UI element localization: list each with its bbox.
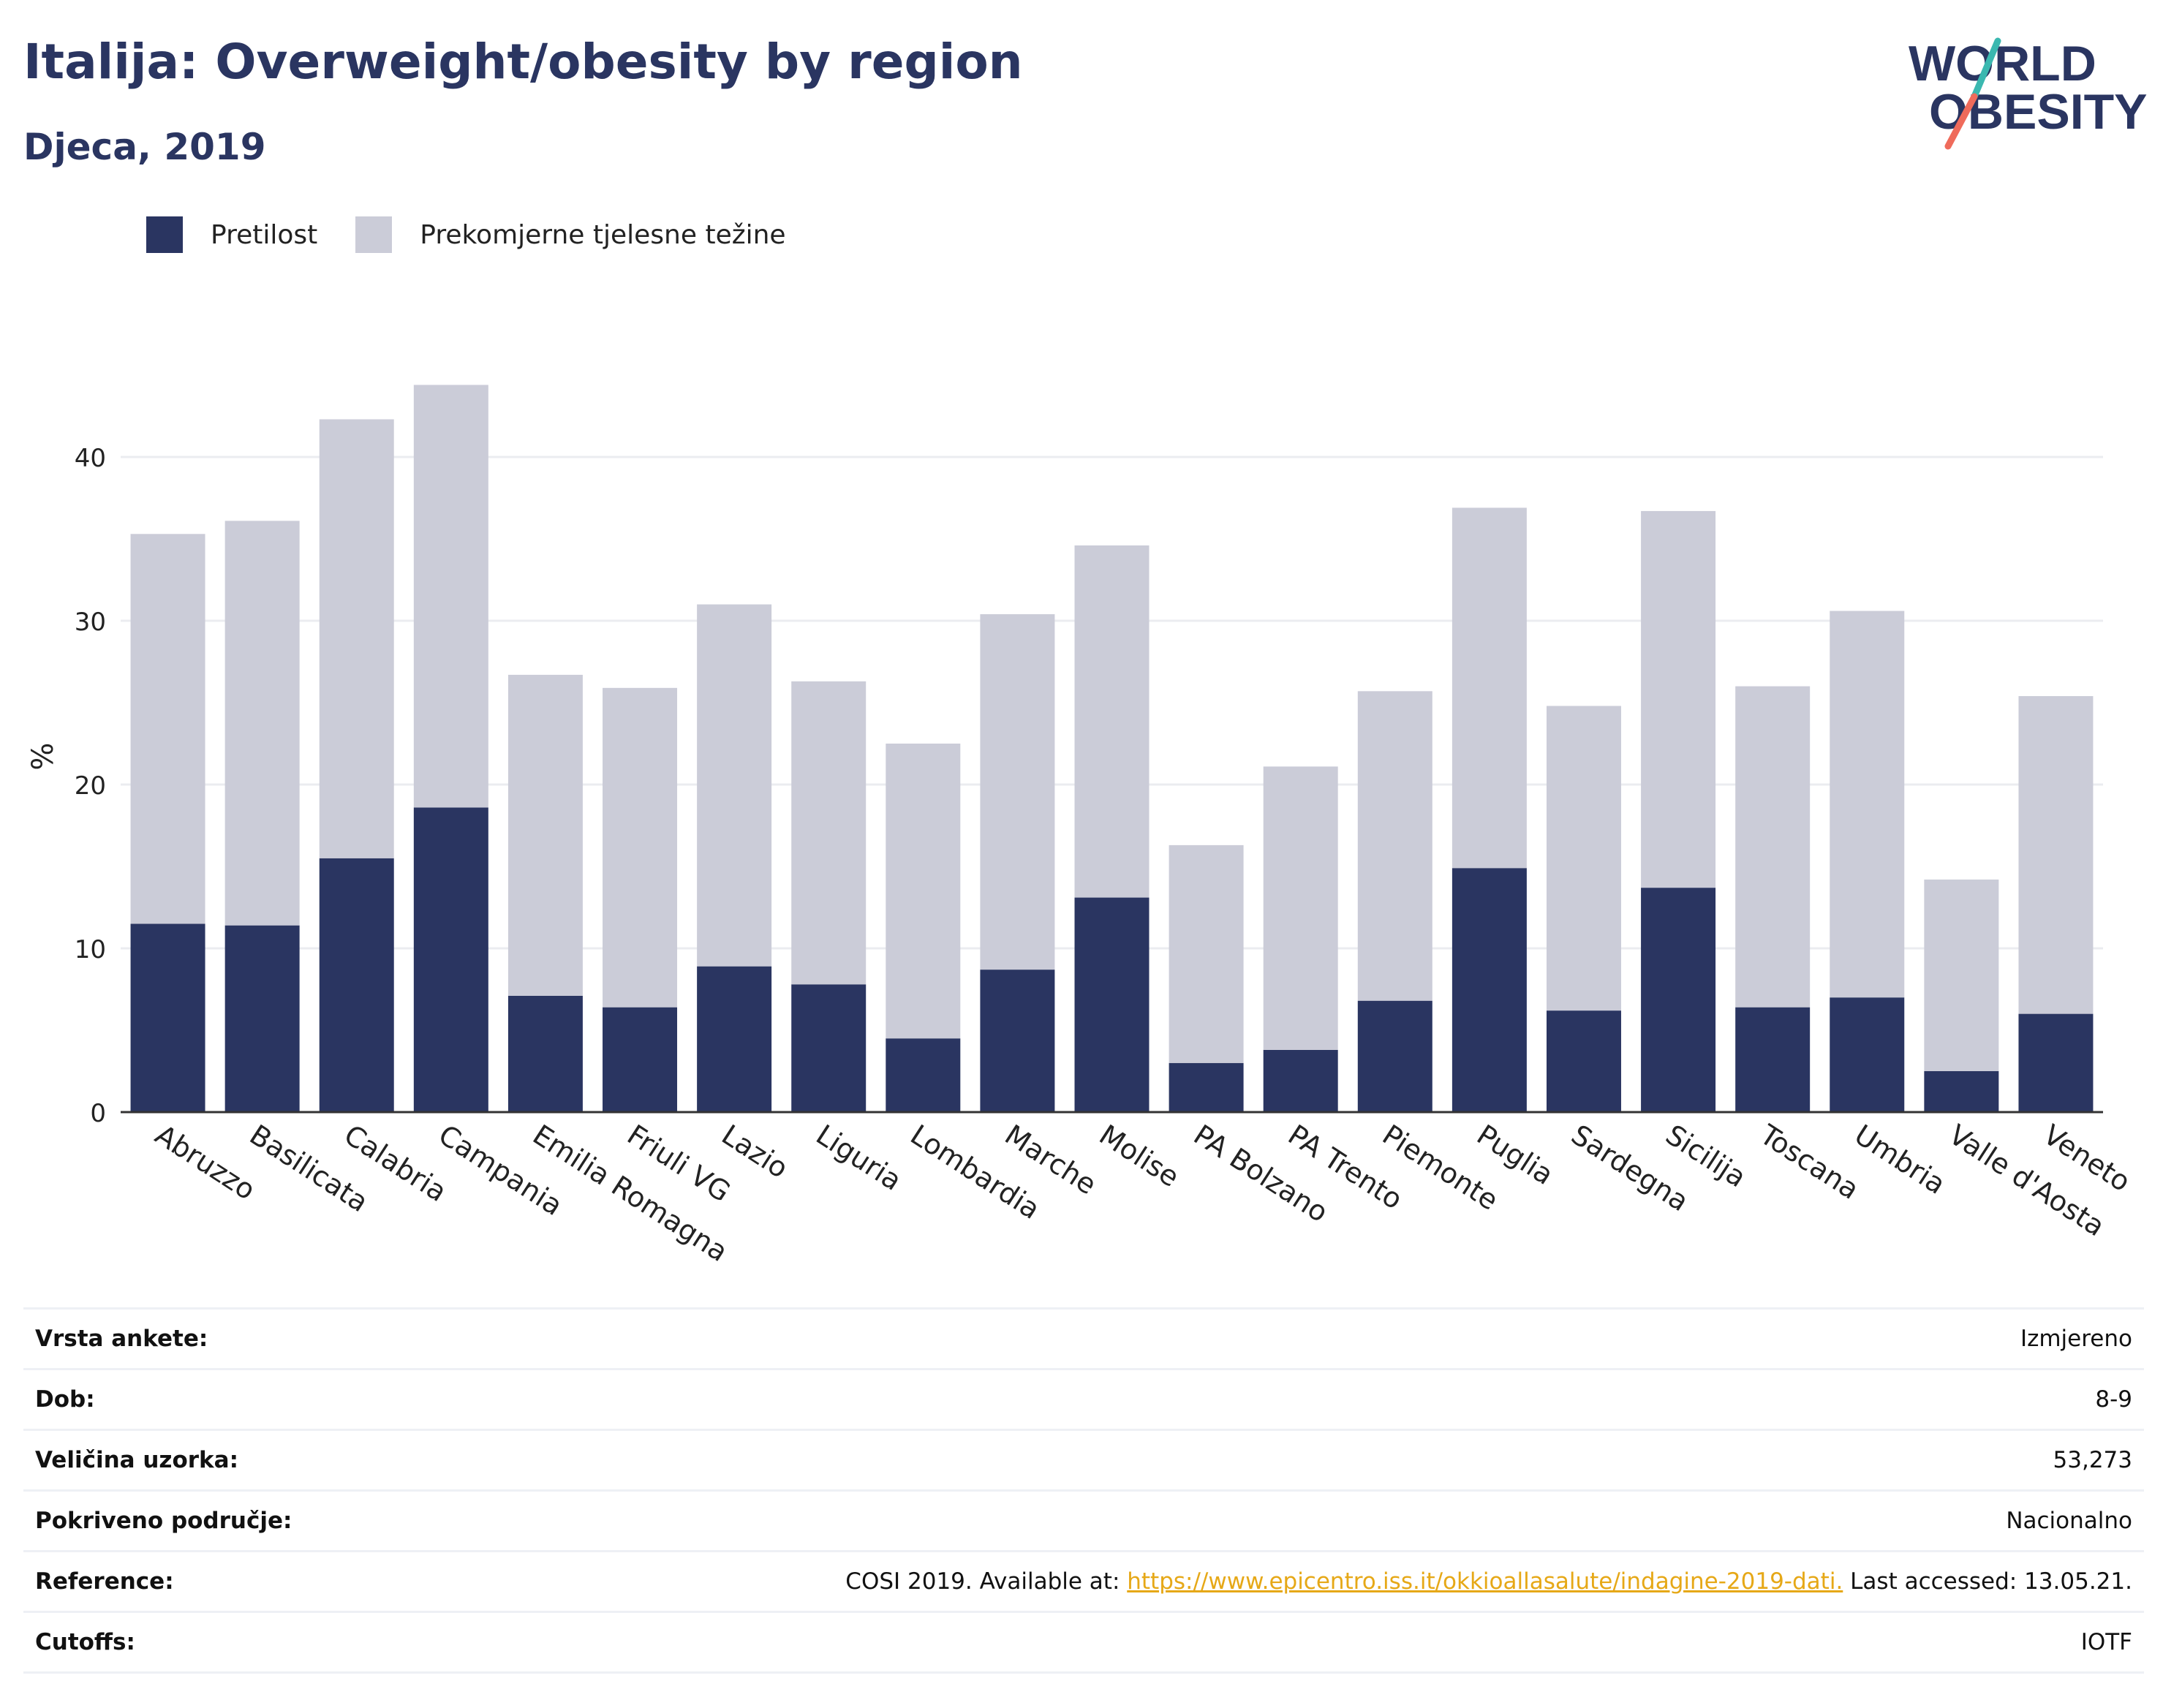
- bar-overweight: [603, 687, 678, 1008]
- legend-swatch-overweight: [355, 216, 393, 253]
- bar-overweight: [2018, 696, 2094, 1014]
- info-label: Vrsta ankete:: [35, 1326, 208, 1352]
- logo-line-world: WORLD: [1909, 36, 2096, 91]
- legend-swatch-obesity: [146, 216, 183, 253]
- bar-obesity: [886, 1038, 961, 1112]
- legend-item-obesity[interactable]: Pretilost: [146, 216, 317, 253]
- bar-obesity: [980, 970, 1055, 1112]
- bar-obesity: [224, 925, 300, 1112]
- info-row-coverage: Pokriveno područje: Nacionalno: [23, 1492, 2144, 1552]
- reference-link[interactable]: https://www.epicentro.iss.it/okkioallasa…: [1127, 1568, 1843, 1595]
- bar-obesity: [1830, 997, 1905, 1112]
- bar-obesity: [1357, 1000, 1432, 1112]
- logo-slash-coral: [1944, 93, 1978, 150]
- bar-overweight: [886, 744, 961, 1039]
- bar-overweight: [130, 534, 205, 924]
- y-tick-label: 20: [75, 771, 106, 801]
- legend-label-obesity: Pretilost: [211, 219, 318, 250]
- x-tick-label: Abruzzo: [150, 1119, 261, 1206]
- bar-obesity: [507, 995, 583, 1112]
- bar-obesity: [1169, 1062, 1244, 1112]
- bar-overweight: [319, 419, 394, 858]
- info-row-survey-type: Vrsta ankete: Izmjereno: [23, 1310, 2144, 1370]
- bars: [130, 385, 2094, 1112]
- info-label: Pokriveno područje:: [35, 1508, 292, 1534]
- bar-overweight: [1735, 686, 1811, 1008]
- y-tick-label: 40: [75, 444, 106, 473]
- info-label: Veličina uzorka:: [35, 1447, 238, 1473]
- bar-obesity: [1546, 1010, 1621, 1112]
- bar-obesity: [1074, 897, 1150, 1112]
- bar-obesity: [791, 984, 867, 1112]
- bar-overweight: [697, 604, 772, 967]
- info-value: IOTF: [2080, 1629, 2132, 1655]
- bar-obesity: [1641, 888, 1716, 1112]
- legend-label-overweight: Prekomjerne tjelesne težine: [420, 219, 786, 250]
- info-row-age: Dob: 8-9: [23, 1370, 2144, 1431]
- bar-overweight: [791, 681, 867, 985]
- bar-overweight: [224, 521, 300, 926]
- info-value-reference: COSI 2019. Available at: https://www.epi…: [845, 1568, 2132, 1595]
- info-row-sample-size: Veličina uzorka: 53,273: [23, 1431, 2144, 1492]
- bar-overweight: [1074, 545, 1150, 898]
- bar-overweight: [1169, 844, 1244, 1063]
- info-label: Reference:: [35, 1568, 174, 1595]
- bar-overweight: [1452, 507, 1527, 869]
- chart-subtitle: Djeca, 2019: [23, 126, 266, 168]
- bar-overweight: [413, 385, 488, 808]
- info-table: Vrsta ankete: Izmjereno Dob: 8-9 Veličin…: [23, 1307, 2144, 1674]
- y-tick-label: 10: [75, 935, 106, 964]
- info-value: 53,273: [2053, 1447, 2132, 1473]
- chart-legend: Pretilost Prekomjerne tjelesne težine: [146, 216, 824, 253]
- bar-overweight: [1546, 706, 1621, 1011]
- bar-obesity: [697, 966, 772, 1112]
- reference-suffix: Last accessed: 13.05.21.: [1843, 1568, 2132, 1595]
- bar-obesity: [413, 807, 488, 1112]
- info-value: Nacionalno: [2006, 1508, 2132, 1534]
- legend-item-overweight[interactable]: Prekomjerne tjelesne težine: [355, 216, 786, 253]
- bar-overweight: [1263, 766, 1338, 1050]
- info-label: Dob:: [35, 1386, 95, 1413]
- x-tick-label: Toscana: [1754, 1118, 1865, 1206]
- x-tick-label: Liguria: [810, 1119, 907, 1197]
- logo-line-obesity: OBESITY: [1929, 84, 2148, 140]
- x-tick-label: Valle d'Aosta: [1943, 1119, 2110, 1243]
- x-tick-label: Umbria: [1849, 1119, 1951, 1201]
- reference-prefix: COSI 2019. Available at:: [845, 1568, 1128, 1595]
- bar-overweight: [1924, 879, 1999, 1071]
- y-tick-label: 0: [90, 1099, 106, 1128]
- bar-overweight: [1641, 510, 1716, 888]
- info-row-cutoffs: Cutoffs: IOTF: [23, 1613, 2144, 1674]
- bar-overweight: [980, 614, 1055, 970]
- bar-obesity: [1263, 1049, 1338, 1112]
- bar-obesity: [130, 923, 205, 1112]
- y-tick-label: 30: [75, 608, 106, 637]
- info-row-reference: Reference: COSI 2019. Available at: http…: [23, 1552, 2144, 1613]
- bar-overweight: [1830, 611, 1905, 998]
- bar-obesity: [1735, 1007, 1811, 1112]
- bar-obesity: [603, 1007, 678, 1112]
- bar-overweight: [507, 674, 583, 996]
- info-value: 8-9: [2095, 1386, 2132, 1413]
- bar-obesity: [1452, 868, 1527, 1112]
- bar-overweight: [1357, 691, 1432, 1001]
- stacked-bar-chart: 010203040%AbruzzoBasilicataCalabriaCampa…: [26, 385, 2136, 1265]
- logo-slash-teal: [1971, 37, 2001, 100]
- bar-obesity: [319, 858, 394, 1112]
- bar-obesity: [1924, 1071, 1999, 1112]
- x-tick-label: Molise: [1094, 1119, 1185, 1193]
- world-obesity-logo: WORLD OBESITY: [1909, 36, 2148, 150]
- chart-title: Italija: Overweight/obesity by region: [23, 34, 1023, 90]
- y-axis-label: %: [26, 743, 60, 771]
- info-value: Izmjereno: [2020, 1326, 2132, 1352]
- info-label: Cutoffs:: [35, 1629, 135, 1655]
- bar-obesity: [2018, 1013, 2094, 1112]
- x-tick-label: Lazio: [716, 1119, 793, 1184]
